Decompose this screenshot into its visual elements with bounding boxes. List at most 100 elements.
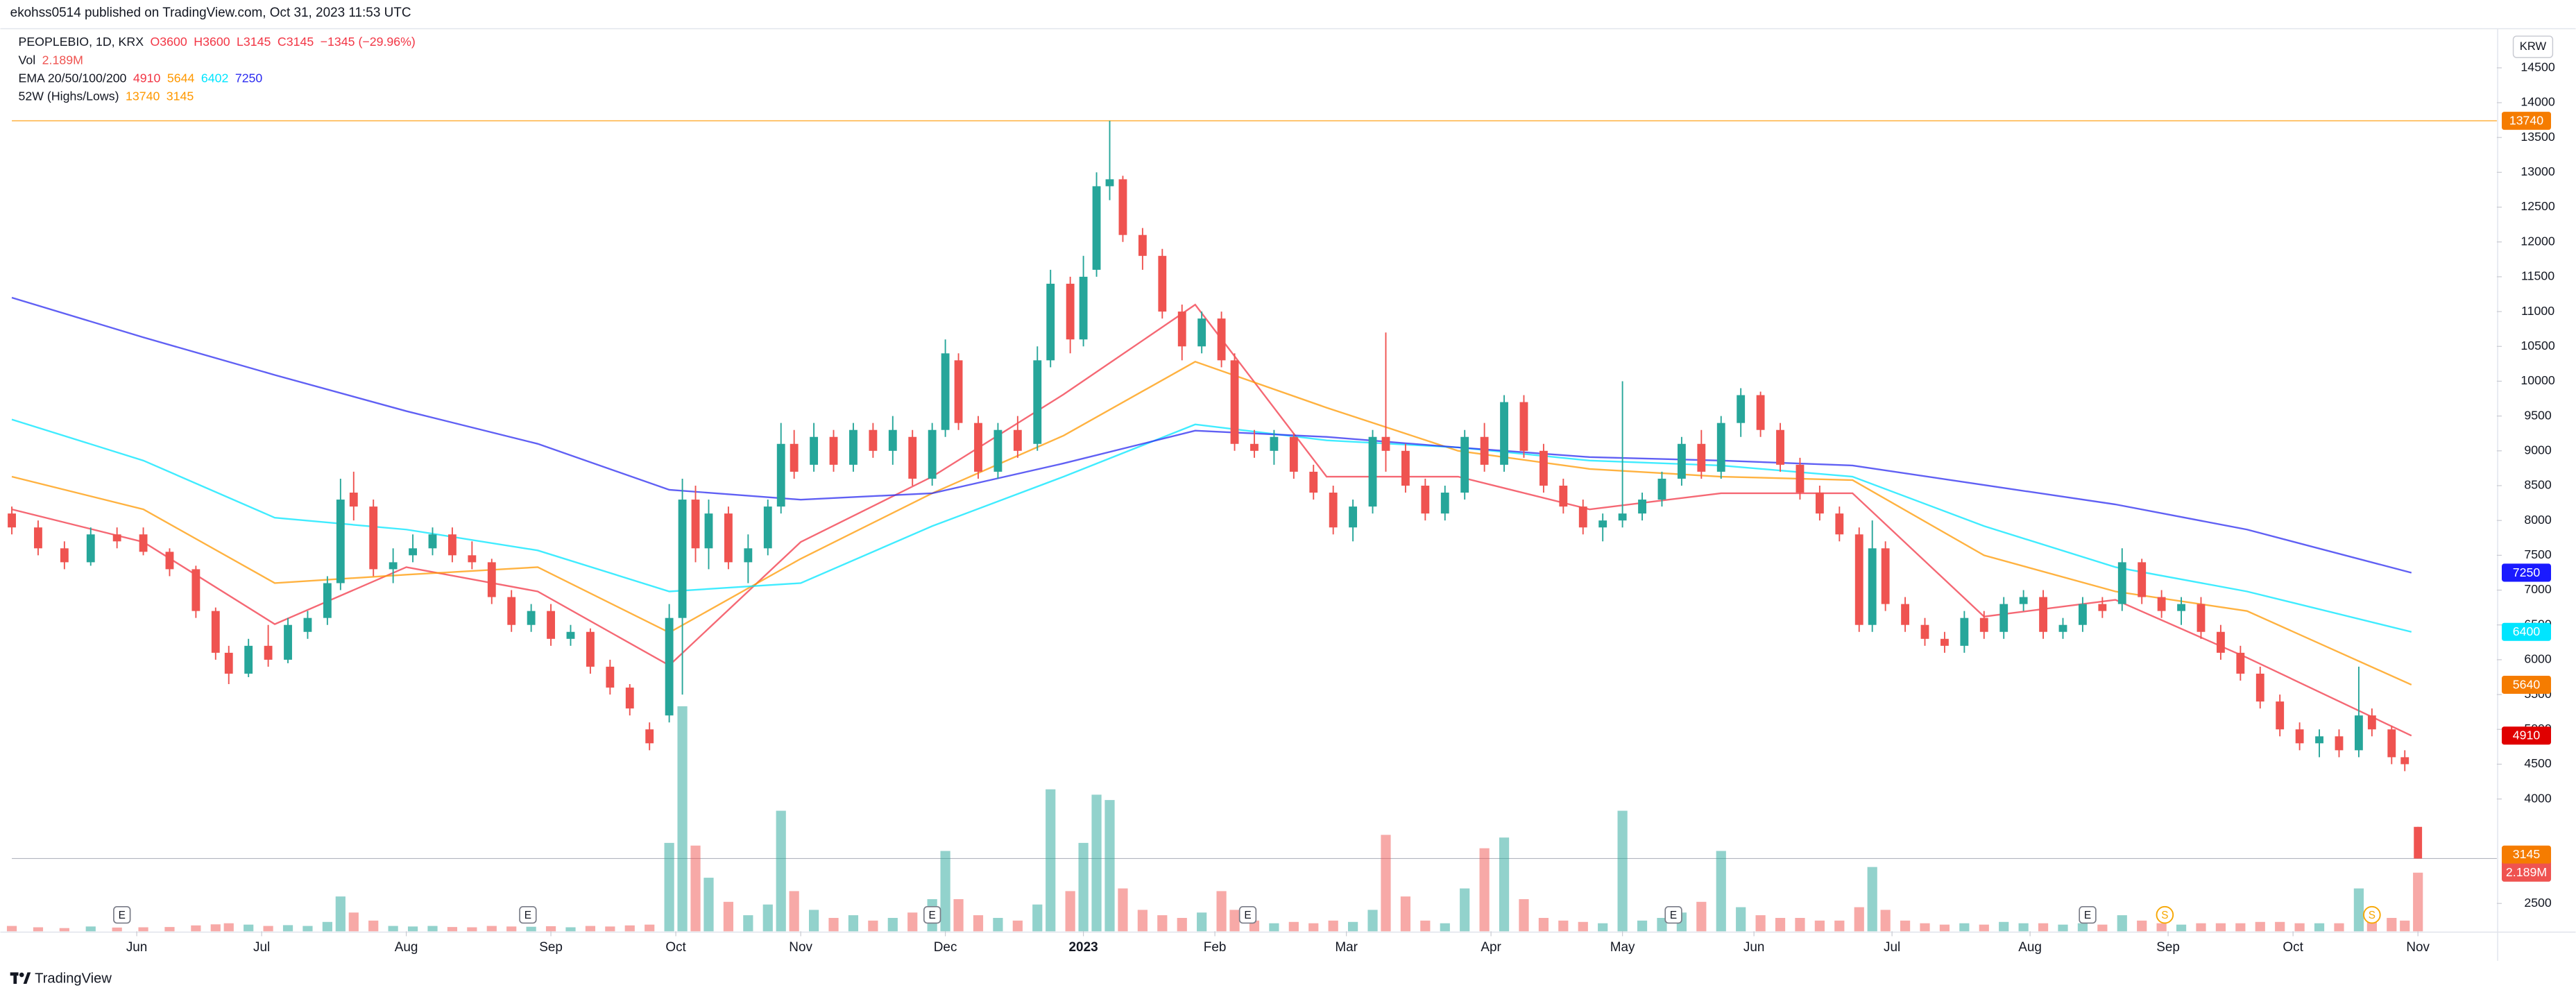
candle-body xyxy=(1138,235,1147,256)
candle-body xyxy=(191,569,201,611)
volume-bar xyxy=(1499,837,1510,932)
candle-body xyxy=(908,436,917,479)
candle-body xyxy=(2058,624,2067,632)
candle-body xyxy=(1289,436,1298,472)
candle-body xyxy=(1657,478,1666,500)
candle-body xyxy=(2177,604,2185,611)
volume-bar xyxy=(723,901,734,932)
volume-bar xyxy=(1637,920,1648,932)
candle-body xyxy=(1940,638,1949,646)
candle-body xyxy=(1776,429,1784,465)
volume-bar xyxy=(1880,910,1891,932)
volume-bar xyxy=(1479,848,1490,932)
legend-text: H3600 xyxy=(194,35,230,49)
candle-body xyxy=(2117,562,2126,604)
volume-bar xyxy=(545,926,556,932)
price-tag-label: 4910 xyxy=(2513,728,2541,742)
volume-bar xyxy=(59,928,69,932)
ema-line xyxy=(11,361,2412,686)
candle-body xyxy=(1868,548,1877,625)
y-tick-label: 9000 xyxy=(2524,443,2552,457)
y-tick-label: 10000 xyxy=(2520,373,2554,387)
event-label: E xyxy=(119,910,126,921)
candle-body xyxy=(323,583,332,618)
x-tick-label: Jul xyxy=(1884,940,1900,955)
x-tick-label: Nov xyxy=(2406,940,2430,955)
volume-bar xyxy=(2275,921,2285,932)
footer-logo xyxy=(10,972,31,985)
volume-bar xyxy=(1460,888,1470,932)
y-tick-label: 8000 xyxy=(2524,513,2552,527)
volume-bar xyxy=(263,926,273,932)
volume-bar xyxy=(302,926,313,932)
event-label: E xyxy=(929,910,936,921)
candle-body xyxy=(1854,534,1863,625)
price-tag-label: 2.189M xyxy=(2506,865,2547,879)
event-label: E xyxy=(1670,910,1677,921)
volume-bar xyxy=(223,923,234,932)
candle-body xyxy=(1815,493,1824,514)
legend-text: Vol xyxy=(19,53,36,67)
y-tick-label: 12000 xyxy=(2520,234,2554,248)
candle-body xyxy=(2138,562,2147,597)
price-tag xyxy=(2501,676,2552,695)
candle-body xyxy=(1066,283,1075,340)
volume-bar xyxy=(526,926,536,932)
candle-body xyxy=(1381,436,1390,451)
x-tick-label: Oct xyxy=(665,940,686,955)
volume-bar xyxy=(2196,923,2206,932)
volume-bar xyxy=(848,915,859,932)
candle-body xyxy=(1349,506,1358,528)
candle-body xyxy=(704,513,713,549)
candle-body xyxy=(1250,443,1259,451)
candle-body xyxy=(2236,652,2245,674)
volume-bar xyxy=(2235,923,2246,932)
volume-bar xyxy=(2117,915,2127,932)
volume-bar xyxy=(348,912,359,932)
candle-body xyxy=(1578,506,1587,528)
y-tick-label: 12500 xyxy=(2520,199,2554,213)
volume-bar xyxy=(1979,924,1989,932)
currency-box[interactable] xyxy=(2512,35,2554,58)
legend-text: EMA 20/50/100/200 xyxy=(19,71,127,85)
logo-part xyxy=(23,972,31,985)
price-tag xyxy=(2501,863,2552,882)
candle-body xyxy=(2335,736,2344,751)
price-tag-label: 6400 xyxy=(2513,624,2541,638)
candle-body xyxy=(60,548,69,563)
volume-bar xyxy=(1032,904,1043,932)
candle-body xyxy=(625,688,634,709)
x-tick-label: Jun xyxy=(126,940,148,955)
candle-body xyxy=(763,506,772,549)
event-marker xyxy=(923,905,941,924)
volume-bar xyxy=(1867,867,1877,932)
volume-bar xyxy=(85,926,96,932)
volume-bar xyxy=(605,926,615,932)
legend-text: L3145 xyxy=(237,35,271,49)
volume-bar xyxy=(2215,923,2226,932)
candle-body xyxy=(665,617,674,716)
candle-body xyxy=(941,353,950,430)
volume-bar xyxy=(1269,923,1279,932)
volume-bar xyxy=(1328,920,1338,932)
event-label: E xyxy=(2084,910,2091,921)
y-tick-label: 6000 xyxy=(2524,652,2552,666)
volume-bar xyxy=(1920,923,1930,932)
volume-bar xyxy=(2294,923,2305,932)
volume-bar xyxy=(664,842,674,932)
candle-body xyxy=(691,500,700,549)
candle-body xyxy=(2078,604,2087,625)
candle-body xyxy=(428,534,437,549)
candle-body xyxy=(2367,715,2376,730)
volume-bar xyxy=(2156,923,2167,932)
currency: KRW xyxy=(2520,40,2547,53)
candle-body xyxy=(2098,604,2107,611)
candle-body xyxy=(448,534,457,556)
candle-body xyxy=(1421,485,1430,514)
volume-bar xyxy=(1348,921,1358,932)
candle-body xyxy=(1046,283,1055,361)
legend-text: 3145 xyxy=(167,89,194,103)
candle-body xyxy=(1979,617,1988,632)
candle-body xyxy=(1697,443,1706,472)
